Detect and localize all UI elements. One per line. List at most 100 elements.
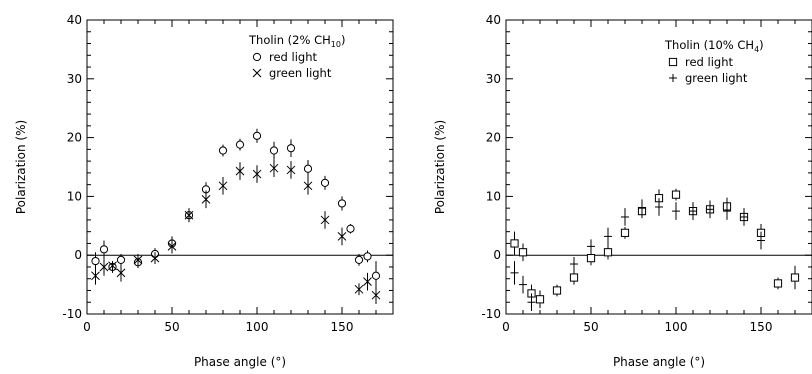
data-point <box>236 162 244 180</box>
data-point <box>621 227 628 239</box>
data-point <box>100 258 108 276</box>
data-point <box>364 273 372 291</box>
data-point <box>355 254 362 266</box>
left-panel-tholin-2pct: 0 50 100 150-10010203040Phase angle (°)Pola… <box>14 13 393 369</box>
data-point <box>511 261 519 285</box>
x-tick-label: 50 <box>164 320 179 334</box>
data-point <box>253 129 260 143</box>
circle-marker <box>236 141 243 148</box>
y-tick-label: 30 <box>486 72 501 86</box>
series-red-light <box>511 189 799 308</box>
plot-frame <box>506 20 812 314</box>
data-point <box>355 283 363 295</box>
data-point <box>621 208 629 226</box>
data-point <box>519 276 527 294</box>
x-tick-label: 0 <box>83 320 91 334</box>
circle-marker <box>219 147 226 154</box>
circle-marker <box>355 256 362 263</box>
square-marker <box>774 280 781 287</box>
data-point <box>304 177 312 195</box>
square-marker <box>604 249 611 256</box>
data-point <box>338 228 346 246</box>
data-point <box>672 189 679 201</box>
y-tick-label: 40 <box>67 13 82 27</box>
y-tick-label: -10 <box>481 307 501 321</box>
data-point <box>117 264 125 282</box>
y-tick-label: 0 <box>493 248 501 262</box>
data-point <box>587 239 595 253</box>
data-point <box>570 270 577 284</box>
data-point <box>202 191 210 209</box>
data-point <box>553 285 560 297</box>
square-marker <box>536 296 543 303</box>
data-point <box>511 232 518 256</box>
circle-marker <box>347 225 354 232</box>
data-point <box>287 139 294 157</box>
data-point <box>287 161 295 179</box>
legend-entry-label: red light <box>685 55 733 69</box>
circle-marker <box>338 200 345 207</box>
y-tick-label: 10 <box>486 189 501 203</box>
y-tick-label: 30 <box>67 72 82 86</box>
x-tick-label: 50 <box>583 320 598 334</box>
square-marker <box>587 255 594 262</box>
square-marker <box>669 58 676 65</box>
circle-marker <box>117 256 124 263</box>
circle-marker <box>304 165 311 172</box>
data-point <box>672 202 680 220</box>
circle-marker <box>253 132 260 139</box>
y-tick-label: -10 <box>62 307 82 321</box>
y-axis-label: Polarization (%) <box>14 120 28 214</box>
square-marker <box>621 229 628 236</box>
y-tick-label: 40 <box>486 13 501 27</box>
data-point <box>92 267 100 285</box>
data-point <box>519 243 526 261</box>
data-point <box>604 245 611 259</box>
x-tick-label: 100 <box>246 320 269 334</box>
legend-entry-label: green light <box>269 66 332 80</box>
data-point <box>270 159 278 177</box>
data-point <box>791 266 798 290</box>
data-point <box>338 196 345 210</box>
circle-marker <box>100 246 107 253</box>
data-point <box>364 250 371 262</box>
data-point <box>321 176 328 190</box>
y-tick-label: 10 <box>67 189 82 203</box>
circle-marker <box>92 257 99 264</box>
data-point <box>219 145 226 157</box>
data-point <box>347 224 354 233</box>
square-marker <box>791 274 798 281</box>
y-tick-label: 0 <box>74 248 82 262</box>
data-point <box>219 177 227 195</box>
x-tick-label: 100 <box>665 320 688 334</box>
data-point <box>236 139 243 151</box>
legend: Tholin (2% CH10)red lightgreen light <box>248 33 345 80</box>
square-marker <box>519 249 526 256</box>
data-point <box>536 290 543 308</box>
data-point <box>372 261 379 290</box>
square-marker <box>672 191 679 198</box>
legend: Tholin (10% CH4)red light green light <box>664 38 764 85</box>
circle-marker <box>287 145 294 152</box>
circle-marker <box>321 179 328 186</box>
circle-marker <box>270 147 277 154</box>
circle-marker <box>253 53 260 60</box>
data-point <box>253 165 261 183</box>
data-point <box>774 278 781 290</box>
y-axis-label: Polarization (%) <box>433 120 447 214</box>
data-point <box>740 208 748 226</box>
square-marker <box>570 274 577 281</box>
data-point <box>689 202 697 220</box>
circle-marker <box>364 253 371 260</box>
x-axis-label: Phase angle (°) <box>194 355 286 369</box>
x-tick-label: 0 <box>502 320 510 334</box>
data-point <box>321 211 329 229</box>
circle-marker <box>372 272 379 279</box>
legend-title: Tholin (10% CH4) <box>664 38 764 54</box>
series-green-light <box>92 159 381 304</box>
y-tick-label: 20 <box>67 131 82 145</box>
legend-entry-label: red light <box>269 50 317 64</box>
y-tick-label: 20 <box>486 131 501 145</box>
data-point <box>270 142 277 160</box>
